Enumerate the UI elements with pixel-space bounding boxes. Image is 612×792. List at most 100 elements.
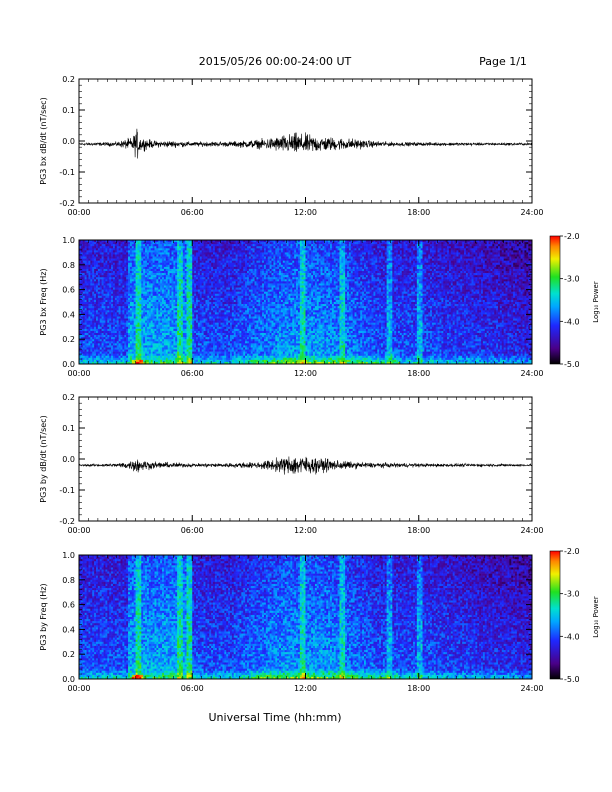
heatmap-cell bbox=[165, 330, 169, 334]
heatmap-cell bbox=[182, 333, 185, 336]
heatmap-cell bbox=[88, 268, 91, 272]
heatmap-cell bbox=[126, 252, 129, 255]
heatmap-cell bbox=[154, 335, 157, 338]
heatmap-cell bbox=[188, 335, 191, 338]
heatmap-cell bbox=[79, 279, 82, 282]
heatmap-cell bbox=[190, 248, 193, 251]
heatmap-cell bbox=[128, 330, 131, 334]
heatmap-cell bbox=[214, 322, 218, 326]
heatmap-cell bbox=[94, 299, 97, 303]
heatmap-cell bbox=[199, 262, 202, 266]
heatmap-cell bbox=[141, 254, 144, 257]
heatmap-cell bbox=[141, 328, 144, 332]
heatmap-cell bbox=[109, 295, 112, 299]
heatmap-cell bbox=[152, 242, 155, 245]
heatmap-cell bbox=[196, 295, 199, 299]
heatmap-cell bbox=[146, 258, 150, 261]
heatmap-cell bbox=[224, 268, 227, 272]
heatmap-cell bbox=[165, 326, 169, 330]
heatmap-cell bbox=[148, 289, 152, 292]
heatmap-cell bbox=[213, 299, 216, 303]
heatmap-cell bbox=[109, 254, 112, 257]
heatmap-cell bbox=[211, 271, 214, 274]
heatmap-cell bbox=[230, 260, 233, 264]
heatmap-cell bbox=[194, 258, 197, 261]
heatmap-cell bbox=[124, 347, 127, 350]
heatmap-cell bbox=[220, 357, 223, 361]
heatmap-cell bbox=[190, 316, 193, 319]
heatmap-cell bbox=[137, 266, 140, 270]
heatmap-cell bbox=[173, 349, 176, 352]
heatmap-cell bbox=[107, 335, 110, 338]
heatmap-cell bbox=[95, 293, 99, 297]
heatmap-cell bbox=[194, 302, 197, 305]
heatmap-cell bbox=[82, 295, 85, 299]
heatmap-cell bbox=[162, 268, 165, 272]
heatmap-cell bbox=[194, 343, 197, 346]
heatmap-cell bbox=[224, 322, 227, 326]
heatmap-cell bbox=[124, 256, 127, 259]
heatmap-cell bbox=[186, 333, 189, 336]
heatmap-cell bbox=[137, 302, 140, 305]
heatmap-cell bbox=[158, 271, 161, 274]
heatmap-cell bbox=[169, 283, 172, 286]
heatmap-cell bbox=[158, 361, 161, 365]
heatmap-cell bbox=[107, 326, 110, 330]
heatmap-cell bbox=[84, 264, 87, 268]
heatmap-cell bbox=[80, 328, 84, 332]
heatmap-cell bbox=[190, 306, 193, 309]
heatmap-cell bbox=[214, 326, 218, 330]
heatmap-cell bbox=[192, 353, 195, 357]
heatmap-cell bbox=[109, 328, 112, 332]
heatmap-cell bbox=[224, 349, 227, 352]
heatmap-cell bbox=[82, 355, 85, 359]
heatmap-cell bbox=[146, 302, 150, 305]
heatmap-cell bbox=[175, 291, 178, 295]
heatmap-cell bbox=[141, 347, 144, 350]
heatmap-cell bbox=[118, 299, 121, 303]
heatmap-cell bbox=[126, 260, 129, 264]
heatmap-cell bbox=[139, 304, 142, 307]
heatmap-cell bbox=[184, 304, 187, 307]
heatmap-cell bbox=[86, 345, 89, 348]
heatmap-cell bbox=[133, 264, 136, 268]
heatmap-cell bbox=[111, 279, 114, 282]
heatmap-cell bbox=[224, 351, 227, 354]
heatmap-cell bbox=[92, 244, 95, 247]
heatmap-cell bbox=[220, 308, 223, 311]
heatmap-cell bbox=[218, 266, 221, 270]
heatmap-cell bbox=[133, 314, 136, 317]
heatmap-cell bbox=[188, 287, 191, 290]
heatmap-cell bbox=[196, 310, 199, 313]
heatmap-cell bbox=[173, 353, 176, 357]
heatmap-cell bbox=[120, 345, 123, 348]
heatmap-cell bbox=[139, 347, 142, 350]
heatmap-cell bbox=[190, 318, 193, 321]
heatmap-cell bbox=[120, 281, 123, 284]
heatmap-cell bbox=[148, 339, 152, 342]
heatmap-cell bbox=[114, 246, 118, 249]
heatmap-cell bbox=[190, 266, 193, 270]
heatmap-cell bbox=[177, 258, 180, 261]
heatmap-cell bbox=[94, 343, 97, 346]
heatmap-cell bbox=[105, 326, 108, 330]
heatmap-cell bbox=[190, 252, 193, 255]
line-panel: 00:00 06:00 12:00 18:00 24:000.20.10.0-0.1-0… bbox=[39, 75, 544, 217]
heatmap-cell bbox=[154, 349, 157, 352]
heatmap-cell bbox=[184, 326, 187, 330]
heatmap-cell bbox=[228, 357, 231, 361]
heatmap-cell bbox=[177, 347, 180, 350]
heatmap-cell bbox=[131, 289, 135, 292]
heatmap-cell bbox=[101, 275, 104, 278]
heatmap-cell bbox=[88, 285, 91, 288]
heatmap-cell bbox=[111, 293, 114, 297]
heatmap-cell bbox=[173, 351, 176, 354]
heatmap-cell bbox=[88, 275, 91, 278]
heatmap-cell bbox=[165, 293, 169, 297]
heatmap-cell bbox=[226, 264, 229, 268]
heatmap-cell bbox=[211, 246, 214, 249]
heatmap-cell bbox=[141, 302, 144, 305]
heatmap-cell bbox=[160, 330, 163, 334]
heatmap-cell bbox=[211, 291, 214, 295]
heatmap-cell bbox=[141, 322, 144, 326]
